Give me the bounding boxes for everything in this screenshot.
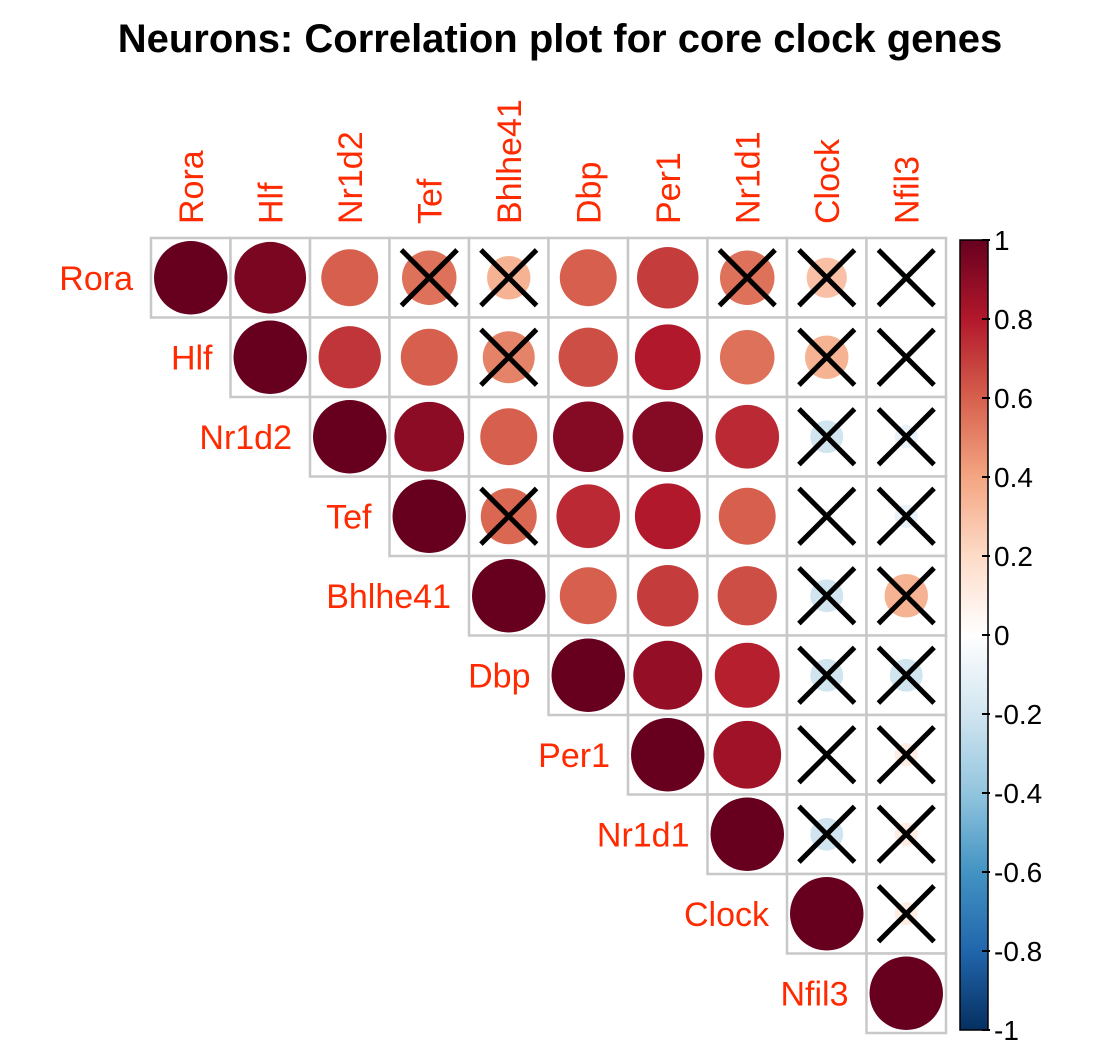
corr-circle-nfil3-nfil3 <box>869 956 943 1030</box>
corr-circle-hlf-hlf <box>233 320 307 394</box>
insignificant-cross-nr1d2-clock <box>797 407 857 467</box>
column-label-rora: Rora <box>173 150 211 224</box>
insignificant-cross-hlf-bhlhe41 <box>479 327 539 387</box>
column-label-hlf: Hlf <box>252 182 290 224</box>
colorbar-tick-label: 0.2 <box>994 541 1033 572</box>
corr-circle-tef-tef <box>392 479 466 553</box>
column-label-bhlhe41: Bhlhe41 <box>491 99 529 224</box>
insignificant-cross-dbp-clock <box>797 645 857 705</box>
colorbar: 1 0.8 0.6 0.4 0.2 0 -0.2 -0.4 -0.6 -0.8 -1 <box>959 225 1042 1046</box>
corr-circle-tef-dbp <box>556 484 621 549</box>
corr-circle-per1-nr1d1 <box>713 720 782 789</box>
corr-circle-bhlhe41-dbp <box>559 567 617 625</box>
insignificant-cross-tef-nfil3 <box>876 486 936 546</box>
corr-circle-nr1d2-tef <box>394 401 465 472</box>
insignificant-cross-tef-bhlhe41 <box>479 486 539 546</box>
insignificant-cross-rora-tef <box>399 248 459 308</box>
corr-circle-nr1d2-nr1d1 <box>715 404 780 469</box>
insignificant-cross-nr1d2-nfil3 <box>876 407 936 467</box>
column-label-tef: Tef <box>411 178 449 224</box>
insignificant-cross-rora-nfil3 <box>876 248 936 308</box>
colorbar-tick-label: -0.4 <box>994 778 1042 809</box>
corr-circle-hlf-nr1d2 <box>318 326 381 389</box>
row-label-rora: Rora <box>59 260 133 298</box>
insignificant-cross-nr1d1-clock <box>797 804 857 864</box>
corr-circle-dbp-dbp <box>551 638 625 712</box>
colorbar-tick-label: -0.6 <box>994 857 1042 888</box>
insignificant-cross-tef-clock <box>797 486 857 546</box>
insignificant-cross-rora-clock <box>797 248 857 308</box>
insignificant-cross-hlf-nfil3 <box>876 327 936 387</box>
corr-circle-rora-hlf <box>234 241 307 314</box>
chart-title: Neurons: Correlation plot for core clock… <box>118 17 1003 61</box>
insignificant-cross-bhlhe41-nfil3 <box>876 566 936 626</box>
corr-circle-rora-nr1d2 <box>321 249 379 307</box>
row-label-nr1d2: Nr1d2 <box>199 419 292 457</box>
corr-circle-bhlhe41-bhlhe41 <box>472 559 546 633</box>
colorbar-tick-label: -1 <box>994 1015 1019 1046</box>
row-label-nr1d1: Nr1d1 <box>597 816 690 854</box>
column-label-nr1d2: Nr1d2 <box>332 131 370 224</box>
insignificant-cross-nr1d1-nfil3 <box>876 804 936 864</box>
colorbar-tick-label: 1 <box>994 225 1010 256</box>
row-label-nfil3: Nfil3 <box>780 975 848 1013</box>
corr-circle-nr1d2-dbp <box>553 401 624 472</box>
colorbar-tick-label: 0.6 <box>994 383 1033 414</box>
column-label-per1: Per1 <box>650 152 688 224</box>
insignificant-cross-per1-nfil3 <box>876 725 936 785</box>
insignificant-cross-hlf-clock <box>797 327 857 387</box>
row-label-hlf: Hlf <box>171 339 213 377</box>
row-label-bhlhe41: Bhlhe41 <box>326 578 451 616</box>
corr-circle-nr1d2-nr1d2 <box>313 400 387 474</box>
colorbar-tick-label: 0.8 <box>994 304 1033 335</box>
corr-circle-bhlhe41-nr1d1 <box>717 566 777 626</box>
insignificant-cross-clock-nfil3 <box>876 884 936 944</box>
corr-circle-per1-per1 <box>631 718 705 792</box>
corr-circle-nr1d1-nr1d1 <box>710 797 784 871</box>
corr-circle-hlf-dbp <box>558 327 618 387</box>
row-label-dbp: Dbp <box>468 657 530 695</box>
insignificant-cross-bhlhe41-clock <box>797 566 857 626</box>
corr-circle-hlf-tef <box>400 328 458 386</box>
corr-circle-hlf-nr1d1 <box>719 329 775 385</box>
corr-circle-nr1d2-per1 <box>632 401 703 472</box>
corr-circle-nr1d2-bhlhe41 <box>480 408 538 466</box>
row-label-tef: Tef <box>326 498 372 536</box>
colorbar-tick-label: -0.2 <box>994 699 1042 730</box>
insignificant-cross-dbp-nfil3 <box>876 645 936 705</box>
colorbar-tick-label: 0.4 <box>994 462 1033 493</box>
glyph-layer <box>154 241 943 1030</box>
column-label-nfil3: Nfil3 <box>888 156 926 224</box>
corr-circle-rora-rora <box>154 241 228 315</box>
corr-circle-dbp-per1 <box>633 640 703 710</box>
colorbar-tick-label: -0.8 <box>994 936 1042 967</box>
colorbar-tick-label: 0 <box>994 620 1010 651</box>
column-label-nr1d1: Nr1d1 <box>729 131 767 224</box>
insignificant-cross-rora-bhlhe41 <box>479 248 539 308</box>
row-label-per1: Per1 <box>538 737 610 775</box>
corr-circle-bhlhe41-per1 <box>637 565 699 627</box>
label-layer: Rora Rora Hlf Hlf Nr1d2 Nr1d2 Tef Tef Bhlhe41 Bhl… <box>59 99 926 1013</box>
corr-circle-rora-dbp <box>559 249 617 307</box>
column-label-dbp: Dbp <box>570 162 608 224</box>
row-label-clock: Clock <box>684 896 770 934</box>
column-label-clock: Clock <box>809 138 847 224</box>
corr-circle-tef-nr1d1 <box>718 487 776 545</box>
corr-circle-rora-per1 <box>637 247 699 309</box>
insignificant-cross-per1-clock <box>797 725 857 785</box>
corr-circle-dbp-nr1d1 <box>714 642 780 708</box>
insignificant-cross-rora-nr1d1 <box>717 248 777 308</box>
corr-circle-clock-clock <box>790 877 864 951</box>
corr-circle-tef-per1 <box>634 483 701 550</box>
corr-circle-hlf-per1 <box>634 324 701 391</box>
